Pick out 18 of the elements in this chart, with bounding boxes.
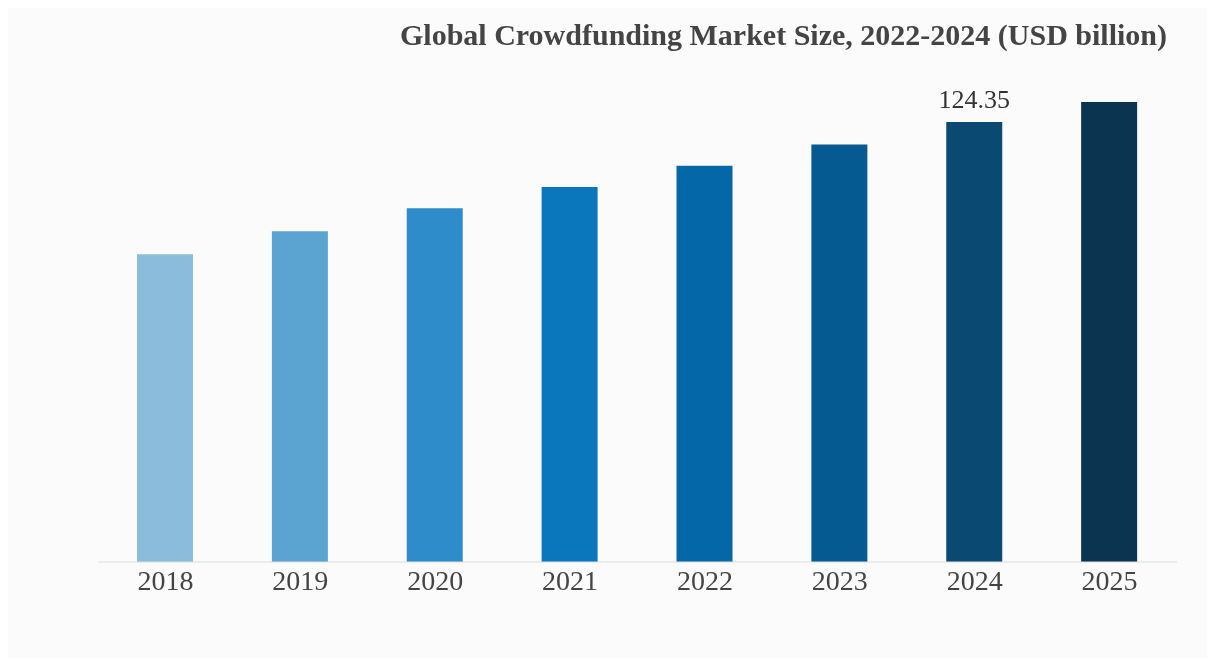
x-tick-label: 2020 xyxy=(407,564,464,596)
x-tick-label: 2019 xyxy=(272,564,329,596)
chart-title: Global Crowdfunding Market Size, 2022-2024 (USD billion) xyxy=(399,17,1168,52)
bar xyxy=(676,165,733,562)
x-tick-label: 2023 xyxy=(811,564,868,596)
bar xyxy=(271,231,328,562)
bar xyxy=(1081,102,1138,562)
x-tick-label: 2021 xyxy=(542,564,599,596)
data-label: 124.35 xyxy=(938,84,1010,114)
bar xyxy=(406,208,463,562)
bar xyxy=(541,186,598,562)
bar xyxy=(811,144,868,562)
bar xyxy=(137,254,193,562)
x-tick-label: 2025 xyxy=(1081,564,1138,596)
x-tick-label: 2024 xyxy=(946,564,1003,596)
x-tick-label: 2018 xyxy=(137,564,194,596)
bar xyxy=(946,121,1003,562)
x-tick-label: 2022 xyxy=(676,564,733,596)
